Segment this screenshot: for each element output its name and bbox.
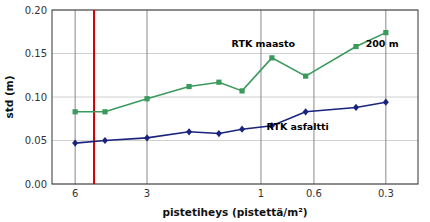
y-grid-line: [52, 53, 418, 54]
point: [186, 84, 191, 89]
series-line: [75, 33, 386, 112]
plot-area: [72, 10, 389, 184]
chart: 0.00 0.05 0.10 0.15 0.20 6 3 1 0.6 0.3 pistetiheys…: [0, 0, 430, 222]
point: [102, 109, 107, 114]
point: [303, 108, 309, 115]
plot-frame: [52, 10, 418, 184]
annotation: RTK asfaltti: [267, 121, 329, 132]
y-grid-line: [52, 97, 418, 98]
point: [73, 109, 78, 114]
series: [72, 99, 389, 147]
y-tick-label: 0.00: [25, 179, 47, 190]
point: [216, 130, 222, 137]
y-tick-label: 0.05: [25, 135, 47, 146]
x-grid-line: [313, 10, 314, 184]
point: [102, 137, 108, 144]
point: [383, 99, 389, 106]
series: [73, 30, 389, 114]
point: [144, 134, 150, 141]
y-tick-label: 0.20: [25, 5, 47, 16]
y-tick-label: 0.10: [25, 92, 47, 103]
grid: [52, 10, 418, 184]
point: [383, 30, 388, 35]
point: [303, 74, 308, 79]
x-tick-label: 3: [144, 188, 150, 199]
x-tick-label: 6: [72, 188, 78, 199]
x-grid-line: [75, 10, 76, 184]
point: [353, 104, 359, 111]
point: [72, 140, 78, 147]
y-tick-label: 0.15: [25, 48, 47, 59]
ticks: 0.00 0.05 0.10 0.15 0.20 6 3 1 0.6 0.3: [25, 5, 394, 200]
x-grid-line: [385, 10, 386, 184]
point: [144, 96, 149, 101]
annotations: RTK maasto 200 m RTK asfaltti: [232, 38, 399, 132]
y-axis-label: std (m): [3, 76, 15, 119]
point: [186, 128, 192, 135]
series-line: [75, 102, 386, 143]
point: [269, 55, 274, 60]
x-tick-label: 0.6: [306, 188, 322, 199]
x-tick-label: 0.3: [378, 188, 394, 199]
x-grid-line: [260, 10, 261, 184]
reference-line: [93, 10, 95, 184]
x-axis-label: pistetiheys (pistettä/m²): [162, 206, 307, 218]
point: [216, 80, 221, 85]
annotation: RTK maasto: [232, 38, 296, 49]
point: [239, 126, 245, 133]
annotation: 200 m: [366, 38, 399, 49]
point: [239, 88, 244, 93]
point: [353, 44, 358, 49]
x-tick-label: 1: [258, 188, 264, 199]
